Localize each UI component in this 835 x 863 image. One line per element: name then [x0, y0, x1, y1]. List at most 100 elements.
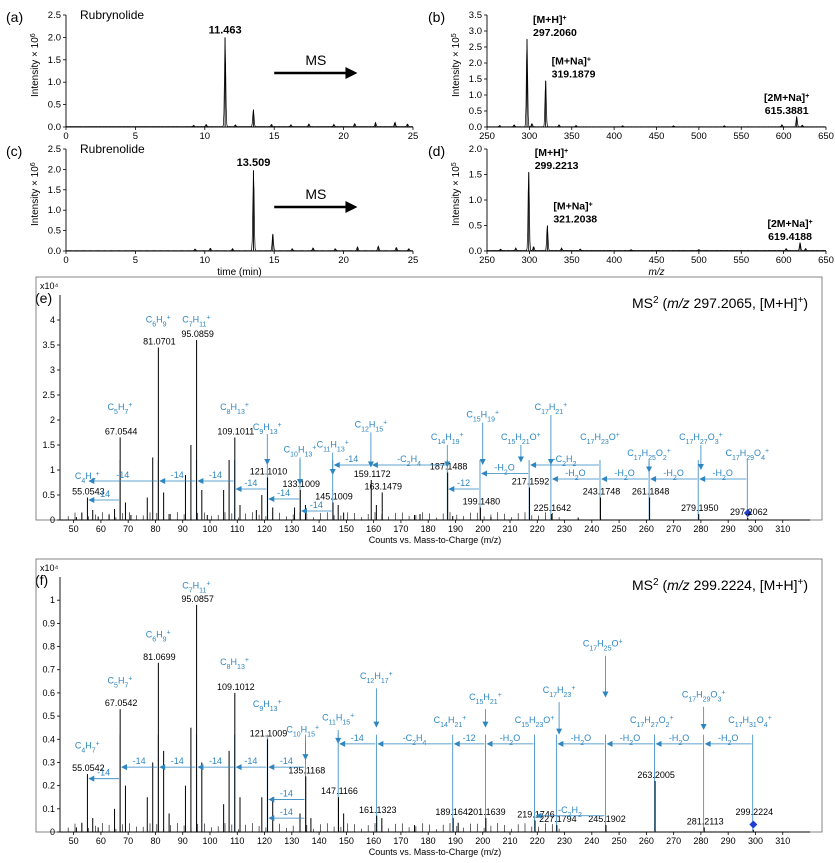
ion-label: [M+H]+	[533, 14, 567, 26]
loss-arrow-head	[377, 740, 384, 747]
y-tick-label: 2.5	[48, 10, 61, 21]
loss-label: -H2O	[565, 468, 585, 482]
x-tick-label: 15	[269, 131, 280, 142]
loss-label: -C2H2	[553, 454, 577, 468]
x-tick-label: 60	[96, 524, 106, 534]
y-tick-label: 0.0	[48, 246, 61, 257]
panel-a: (a) 0 5 10 15 20 25 0.0 0.5 1.0 1.5 2.0 2.5 Intensity…	[6, 8, 418, 142]
loss-arrow-head	[699, 476, 706, 482]
loss-label: -14	[209, 756, 222, 766]
loss-arrow-head	[301, 508, 307, 514]
y-tick-label: 0.5	[42, 711, 55, 721]
peak-mz-label: 279.1950	[681, 503, 719, 513]
x-tick-label: 300	[521, 255, 537, 266]
y-tick-label: 0.1	[42, 804, 55, 814]
plot-frame	[35, 276, 823, 521]
precursor-marker	[749, 820, 758, 829]
y-scale-label: x10⁴	[40, 281, 59, 291]
y-tick-label: 1.0	[469, 195, 482, 206]
x-tick-label: 650	[818, 255, 834, 266]
drop-arrow-head	[646, 466, 653, 473]
series-trace	[486, 40, 827, 128]
peak-mz-label: 81.0701	[143, 337, 176, 347]
x-tick-label: 100	[202, 524, 217, 534]
y-tick-label: 3.0	[469, 26, 482, 37]
y-tick-label: 2.5	[469, 42, 482, 53]
y-tick-label: 0.3	[42, 757, 55, 767]
loss-arrow-head	[197, 478, 204, 484]
drop-arrow-head	[482, 721, 489, 728]
panel-b: (b) 250 300 350 400 450 500 550 600 650 0.0 0.5 1.0 1…	[428, 9, 834, 142]
x-tick-label: 150	[339, 836, 354, 846]
y-tick-label: 1.0	[48, 205, 61, 216]
loss-arrow-head	[530, 462, 537, 468]
ion-mz-label: 619.4188	[768, 231, 812, 243]
y-tick-label: 0	[50, 827, 55, 837]
x-tick-label: 110	[230, 836, 244, 846]
drop-arrow-head	[302, 754, 309, 761]
x-tick-label: 150	[339, 524, 354, 534]
y-tick-label: 0.0	[48, 122, 61, 133]
fragment-formula: C17H29O3+	[682, 689, 726, 703]
x-axis-label: time (min)	[217, 267, 261, 278]
loss-arrow-head	[448, 486, 455, 492]
ion-label: [2M+Na]+	[764, 92, 809, 104]
loss-label: -C2H4	[397, 454, 421, 468]
loss-arrow-head	[453, 740, 460, 747]
panel-label: (e)	[35, 290, 52, 306]
peak-mz-label: 199.1480	[463, 497, 501, 507]
peak-mz-label: 109.1011	[217, 427, 254, 437]
peak-mz-label: 201.1639	[468, 807, 506, 817]
x-tick-label: 500	[691, 131, 707, 142]
loss-label: -14	[345, 454, 358, 464]
loss-arrow-head	[704, 740, 711, 747]
x-tick-label: 130	[284, 836, 299, 846]
loss-label: -14	[280, 756, 293, 766]
x-tick-label: 60	[96, 836, 106, 846]
peak-mz-label: 299.2224	[736, 807, 774, 817]
y-tick-label: 0.5	[42, 490, 55, 500]
loss-arrow-head	[197, 764, 204, 771]
loss-label: -H2O	[713, 468, 733, 482]
x-tick-label: 300	[748, 836, 763, 846]
y-tick-label: 2.5	[48, 144, 61, 155]
drop-arrow-head	[479, 459, 486, 465]
x-tick-label: 400	[606, 131, 622, 142]
peak-mz-label: 225.1642	[534, 503, 572, 513]
y-tick-label: 0	[50, 515, 55, 525]
fragment-formula: C17H31O4+	[728, 715, 772, 729]
x-tick-label: 20	[338, 255, 349, 266]
y-tick-label: 1.0	[48, 77, 61, 88]
panel-label: (b)	[428, 9, 445, 25]
y-tick-label: 1.0	[469, 90, 482, 101]
loss-arrow-head	[551, 476, 558, 482]
fragment-formula: C17H27O3+	[679, 432, 723, 446]
y-tick-label: 0.5	[469, 106, 482, 117]
peak-mz-label: 243.1748	[583, 487, 621, 497]
x-tick-label: 250	[612, 524, 627, 534]
x-tick-label: 160	[366, 524, 381, 534]
ms-arrow-label: MS	[305, 52, 326, 68]
fragment-formula: C10H15+	[286, 724, 319, 738]
x-tick-label: 280	[693, 524, 708, 534]
loss-label: -14	[351, 733, 364, 743]
peak-mz-label: 109.1012	[217, 682, 255, 692]
peak-mz-label: 135.1168	[288, 765, 325, 775]
fragment-formula: C7H11+	[182, 580, 210, 594]
x-tick-label: 240	[584, 524, 599, 534]
x-tick-label: 350	[564, 255, 580, 266]
fragment-formula: C8H13+	[220, 402, 249, 416]
ion-mz-label: 319.1879	[552, 69, 596, 81]
loss-label: -C2H4	[403, 733, 427, 747]
x-tick-label: 250	[612, 836, 627, 846]
fragment-formula: C15H21O+	[501, 432, 541, 446]
loss-arrow-head	[88, 775, 95, 782]
x-tick-label: 120	[257, 836, 272, 846]
panel-label: (c)	[6, 143, 22, 159]
x-tick-label: 25	[408, 255, 419, 266]
loss-arrow-head	[88, 497, 95, 503]
series-trace	[486, 172, 827, 252]
x-tick-label: 260	[639, 836, 654, 846]
loss-arrow-head	[535, 812, 542, 819]
fragment-formula: C11H13+	[317, 439, 349, 453]
